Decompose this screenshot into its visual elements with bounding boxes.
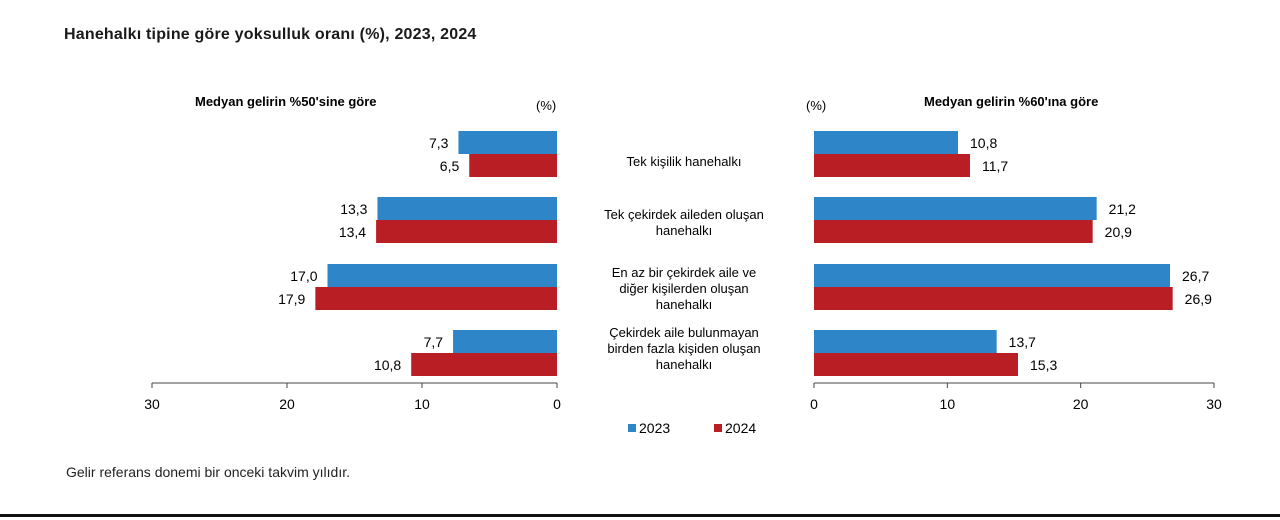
legend-swatch-2023 <box>628 424 636 432</box>
bar-2023-2 <box>814 197 1097 220</box>
x-tick-label: 0 <box>553 396 561 412</box>
data-label: 13,3 <box>340 201 367 217</box>
right-bar-chart: Medyan gelirin %60'ına göre (%) 10,8 21,2 26… <box>806 94 1222 412</box>
data-label: 10,8 <box>970 135 997 151</box>
category-label: Tek çekirdek aileden oluşan <box>604 207 764 222</box>
data-label: 10,8 <box>374 357 401 373</box>
unit-label: (%) <box>806 98 826 113</box>
category-label: Tek kişilik hanehalkı <box>627 154 742 169</box>
bar-2024-2 <box>814 220 1093 243</box>
bar-2024-4 <box>814 353 1018 376</box>
category-label: hanehalkı <box>656 297 712 312</box>
data-label: 17,9 <box>278 291 305 307</box>
category-label: Çekirdek aile bulunmayan <box>609 325 759 340</box>
panel-title: Medyan gelirin %60'ına göre <box>924 94 1098 109</box>
x-tick-label: 10 <box>940 396 956 412</box>
bar-2023-4 <box>453 330 557 353</box>
bar-2024-1 <box>469 154 557 177</box>
bar-2023-1 <box>814 131 958 154</box>
bar-2024-3 <box>814 287 1173 310</box>
x-tick-label: 20 <box>1073 396 1089 412</box>
x-tick-label: 10 <box>414 396 430 412</box>
data-label: 6,5 <box>440 158 460 174</box>
legend-swatch-2024 <box>714 424 722 432</box>
bar-2023-3 <box>814 264 1170 287</box>
panel-title: Medyan gelirin %50'sine göre <box>195 94 377 109</box>
legend: 2023 2024 <box>628 420 756 436</box>
footnote: Gelir referans donemi bir onceki takvim … <box>66 464 350 480</box>
legend-label-2023: 2023 <box>639 420 670 436</box>
bar-2023-2 <box>377 197 557 220</box>
data-label: 11,7 <box>982 158 1008 174</box>
category-label: En az bir çekirdek aile ve <box>612 265 757 280</box>
data-label: 7,7 <box>424 334 444 350</box>
data-label: 21,2 <box>1109 201 1136 217</box>
data-label: 7,3 <box>429 135 449 151</box>
category-label: diğer kişilerden oluşan <box>619 281 748 296</box>
bar-2024-2 <box>376 220 557 243</box>
category-label: hanehalkı <box>656 357 712 372</box>
bar-2024-3 <box>315 287 557 310</box>
category-label: hanehalkı <box>656 223 712 238</box>
data-label: 26,7 <box>1182 268 1209 284</box>
bar-2024-4 <box>411 353 557 376</box>
x-tick-label: 0 <box>810 396 818 412</box>
x-tick-label: 20 <box>279 396 295 412</box>
unit-label: (%) <box>536 98 556 113</box>
chart-title: Hanehalkı tipine göre yoksulluk oranı (%… <box>64 26 477 43</box>
data-label: 13,4 <box>339 224 366 240</box>
bar-2023-4 <box>814 330 997 353</box>
legend-label-2024: 2024 <box>725 420 756 436</box>
data-label: 17,0 <box>290 268 317 284</box>
x-tick-label: 30 <box>144 396 160 412</box>
data-label: 26,9 <box>1185 291 1212 307</box>
left-bar-chart: Medyan gelirin %50'sine göre (%) 7,3 13,3 17… <box>144 94 561 412</box>
data-label: 13,7 <box>1009 334 1036 350</box>
bottom-divider <box>0 514 1280 517</box>
data-label: 20,9 <box>1105 224 1132 240</box>
category-label: birden fazla kişiden oluşan <box>607 341 760 356</box>
bar-2023-3 <box>327 264 557 287</box>
category-labels: Tek kişilik hanehalkı Tek çekirdek ailede… <box>604 154 764 372</box>
x-tick-label: 30 <box>1206 396 1222 412</box>
data-label: 15,3 <box>1030 357 1057 373</box>
bar-2024-1 <box>814 154 970 177</box>
bar-2023-1 <box>458 131 557 154</box>
